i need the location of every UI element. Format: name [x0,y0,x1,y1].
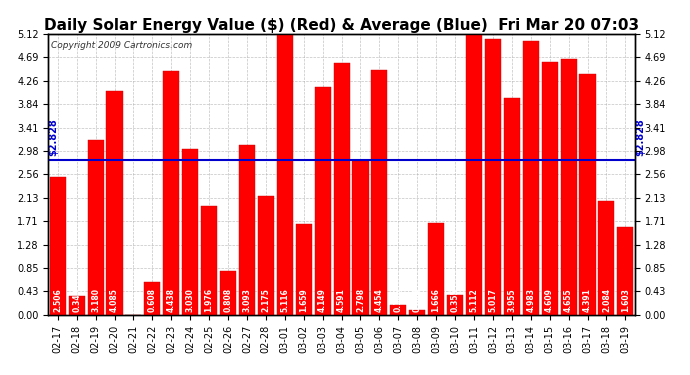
Text: 0.608: 0.608 [148,288,157,312]
Text: 4.438: 4.438 [167,288,176,312]
Title: Daily Solar Energy Value ($) (Red) & Average (Blue)  Fri Mar 20 07:03: Daily Solar Energy Value ($) (Red) & Ave… [44,18,639,33]
Text: 0.355: 0.355 [451,289,460,312]
Bar [447,296,463,315]
Bar [428,224,444,315]
Text: 3.030: 3.030 [186,288,195,312]
Bar [504,98,520,315]
Text: 4.983: 4.983 [526,288,535,312]
Text: $2.828: $2.828 [635,118,644,156]
Text: 2.798: 2.798 [356,288,365,312]
Bar [277,34,293,315]
Text: 4.454: 4.454 [375,288,384,312]
Bar [182,148,198,315]
Text: 5.116: 5.116 [280,288,289,312]
Text: 3.093: 3.093 [242,288,251,312]
Bar [201,207,217,315]
Bar [220,271,236,315]
Text: 3.955: 3.955 [507,289,516,312]
Bar [144,282,160,315]
Bar [580,74,595,315]
Text: 0.186: 0.186 [394,288,403,312]
Text: 1.603: 1.603 [621,288,630,312]
Text: 5.112: 5.112 [469,288,478,312]
Bar [409,310,425,315]
Bar [68,296,85,315]
Bar [485,39,501,315]
Bar [542,62,558,315]
Bar [239,145,255,315]
Text: 5.017: 5.017 [489,288,497,312]
Bar [523,41,539,315]
Bar [106,91,123,315]
Bar [598,201,615,315]
Bar [371,70,387,315]
Text: 4.149: 4.149 [318,288,327,312]
Text: 2.506: 2.506 [53,288,62,312]
Text: 4.591: 4.591 [337,288,346,312]
Bar [391,305,406,315]
Text: 2.084: 2.084 [602,288,611,312]
Text: 1.659: 1.659 [299,288,308,312]
Bar [618,227,633,315]
Bar [315,87,331,315]
Text: 3.180: 3.180 [91,288,100,312]
Text: 4.085: 4.085 [110,288,119,312]
Text: 1.666: 1.666 [432,288,441,312]
Text: 0.349: 0.349 [72,288,81,312]
Text: 4.391: 4.391 [583,288,592,312]
Text: 4.609: 4.609 [545,288,554,312]
Text: Copyright 2009 Cartronics.com: Copyright 2009 Cartronics.com [51,41,193,50]
Bar [164,71,179,315]
Text: $2.828: $2.828 [48,118,58,156]
Text: 1.976: 1.976 [205,288,214,312]
Bar [258,195,274,315]
Bar [353,161,368,315]
Bar [333,63,350,315]
Bar [466,34,482,315]
Bar [88,140,103,315]
Bar [560,59,577,315]
Text: 4.655: 4.655 [564,289,573,312]
Bar [296,224,312,315]
Text: 0.808: 0.808 [224,288,233,312]
Bar [50,177,66,315]
Text: 0.084: 0.084 [413,288,422,312]
Text: 2.175: 2.175 [262,288,270,312]
